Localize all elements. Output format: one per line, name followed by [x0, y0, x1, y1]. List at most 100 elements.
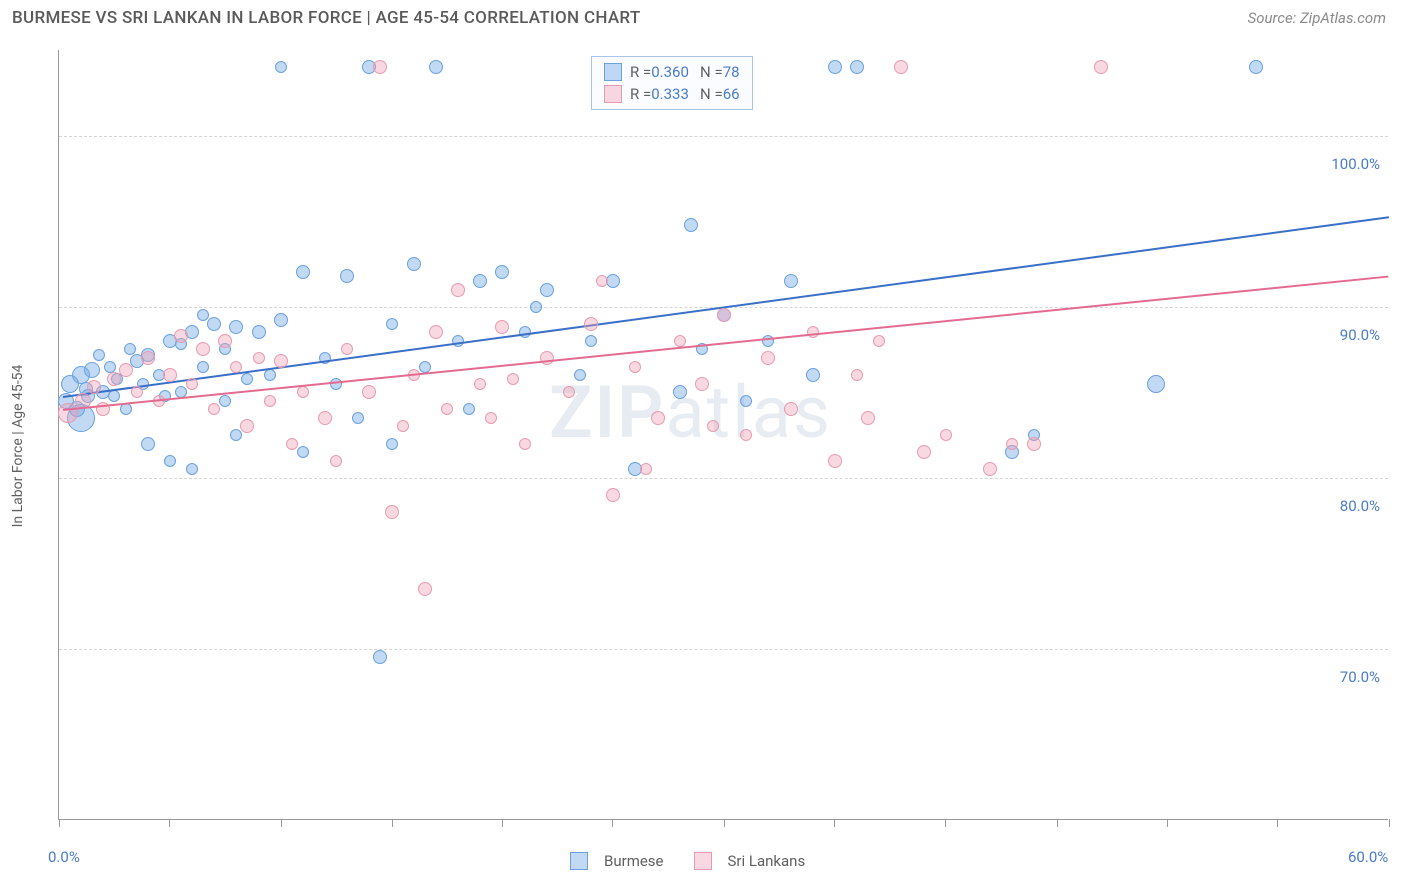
scatter-point: [828, 60, 842, 74]
scatter-point: [386, 438, 398, 450]
scatter-point: [252, 325, 266, 339]
scatter-point: [574, 369, 586, 381]
scatter-point: [451, 283, 465, 297]
scatter-point: [717, 308, 731, 322]
legend-r-label: R =: [630, 63, 651, 81]
scatter-point: [585, 335, 597, 347]
scatter-point: [740, 429, 752, 441]
scatter-point: [197, 309, 209, 321]
scatter-point: [851, 369, 863, 381]
scatter-point: [264, 395, 276, 407]
scatter-point: [1094, 60, 1108, 74]
scatter-point: [495, 320, 509, 334]
scatter-point: [119, 363, 133, 377]
legend-n-value: 66: [723, 85, 740, 103]
scatter-point: [352, 412, 364, 424]
scatter-point: [241, 373, 253, 385]
scatter-point: [485, 412, 497, 424]
scatter-point: [219, 395, 231, 407]
scatter-point: [297, 386, 309, 398]
legend-r-value: 0.360: [651, 63, 689, 81]
scatter-point: [141, 437, 155, 451]
scatter-point: [373, 60, 387, 74]
legend-swatch: [604, 85, 622, 103]
legend-n-label: N =: [689, 63, 723, 81]
chart-title: BURMESE VS SRI LANKAN IN LABOR FORCE | A…: [12, 8, 641, 28]
y-tick-label: 70.0%: [1340, 668, 1380, 686]
scatter-point: [141, 351, 155, 365]
scatter-point: [93, 349, 105, 361]
scatter-point: [230, 361, 242, 373]
x-tick: [1057, 819, 1058, 827]
scatter-point: [629, 361, 641, 373]
scatter-point: [673, 385, 687, 399]
legend-row: R = 0.333 N = 66: [604, 83, 740, 105]
scatter-point: [640, 463, 652, 475]
scatter-point: [474, 378, 486, 390]
scatter-point: [784, 274, 798, 288]
x-tick: [1277, 819, 1278, 827]
legend-row: R = 0.360 N = 78: [604, 61, 740, 83]
scatter-point: [196, 342, 210, 356]
scatter-point: [340, 269, 354, 283]
scatter-point: [740, 395, 752, 407]
scatter-point: [850, 60, 864, 74]
scatter-point: [828, 454, 842, 468]
scatter-point: [530, 301, 542, 313]
scatter-point: [407, 257, 421, 271]
legend-item-srilankans: Sri Lankans: [694, 852, 806, 870]
scatter-point: [429, 325, 443, 339]
scatter-point: [695, 377, 709, 391]
scatter-point: [707, 420, 719, 432]
scatter-point: [186, 463, 198, 475]
scatter-point: [286, 438, 298, 450]
scatter-point: [563, 386, 575, 398]
x-tick: [612, 819, 613, 827]
swatch-srilankans: [694, 852, 712, 870]
x-tick: [724, 819, 725, 827]
scatter-point: [164, 455, 176, 467]
scatter-point: [784, 402, 798, 416]
scatter-point: [861, 411, 875, 425]
scatter-point: [373, 650, 387, 664]
scatter-point: [540, 351, 554, 365]
y-axis-label: In Labor Force | Age 45-54: [10, 365, 26, 528]
trend-line: [63, 276, 1389, 411]
scatter-point: [58, 403, 78, 423]
scatter-point: [275, 61, 287, 73]
source-attribution: Source: ZipAtlas.com: [1248, 9, 1386, 27]
scatter-point: [674, 335, 686, 347]
legend-bottom: Burmese Sri Lankans: [570, 852, 805, 870]
scatter-point: [761, 351, 775, 365]
scatter-point: [1027, 437, 1041, 451]
x-tick: [502, 819, 503, 827]
scatter-point: [124, 343, 136, 355]
scatter-point: [253, 352, 265, 364]
scatter-point: [264, 369, 276, 381]
x-tick: [945, 819, 946, 827]
scatter-point: [873, 335, 885, 347]
x-tick: [834, 819, 835, 827]
scatter-point: [894, 60, 908, 74]
scatter-point: [218, 334, 232, 348]
scatter-point: [230, 429, 242, 441]
scatter-point: [1147, 375, 1165, 393]
scatter-point: [606, 488, 620, 502]
scatter-point: [186, 378, 198, 390]
x-tick-label: 60.0%: [1348, 848, 1388, 866]
scatter-point: [507, 373, 519, 385]
scatter-point: [174, 329, 188, 343]
y-tick-label: 100.0%: [1331, 155, 1380, 173]
scatter-point: [917, 445, 931, 459]
x-tick: [392, 819, 393, 827]
scatter-point: [296, 265, 310, 279]
scatter-point: [240, 419, 254, 433]
legend-n-label: N =: [689, 85, 723, 103]
legend-r-value: 0.333: [651, 85, 689, 103]
legend-r-label: R =: [630, 85, 651, 103]
legend-label: Burmese: [604, 852, 664, 870]
scatter-point: [1249, 60, 1263, 74]
scatter-chart: ZIPatlas 70.0%80.0%90.0%100.0%R = 0.360 …: [58, 50, 1388, 820]
scatter-point: [606, 274, 620, 288]
scatter-point: [983, 462, 997, 476]
